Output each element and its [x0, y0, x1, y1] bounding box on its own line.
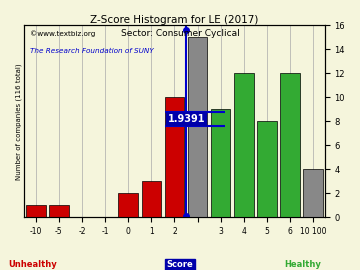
Bar: [257, 121, 277, 217]
Bar: [211, 109, 230, 217]
Bar: [49, 205, 69, 217]
Bar: [118, 193, 138, 217]
Bar: [141, 181, 161, 217]
Y-axis label: Number of companies (116 total): Number of companies (116 total): [15, 63, 22, 180]
Text: 1.9391: 1.9391: [167, 114, 205, 124]
Bar: [26, 205, 46, 217]
Text: Healthy: Healthy: [284, 260, 321, 269]
Text: Sector: Consumer Cyclical: Sector: Consumer Cyclical: [121, 29, 239, 38]
Bar: [234, 73, 253, 217]
Text: The Research Foundation of SUNY: The Research Foundation of SUNY: [30, 48, 154, 54]
Text: Unhealthy: Unhealthy: [8, 260, 57, 269]
Title: Z-Score Histogram for LE (2017): Z-Score Histogram for LE (2017): [90, 15, 258, 25]
Bar: [165, 97, 184, 217]
Bar: [303, 169, 323, 217]
Bar: [188, 37, 207, 217]
Text: ©www.textbiz.org: ©www.textbiz.org: [30, 31, 96, 38]
Bar: [280, 73, 300, 217]
Text: Score: Score: [167, 260, 193, 269]
